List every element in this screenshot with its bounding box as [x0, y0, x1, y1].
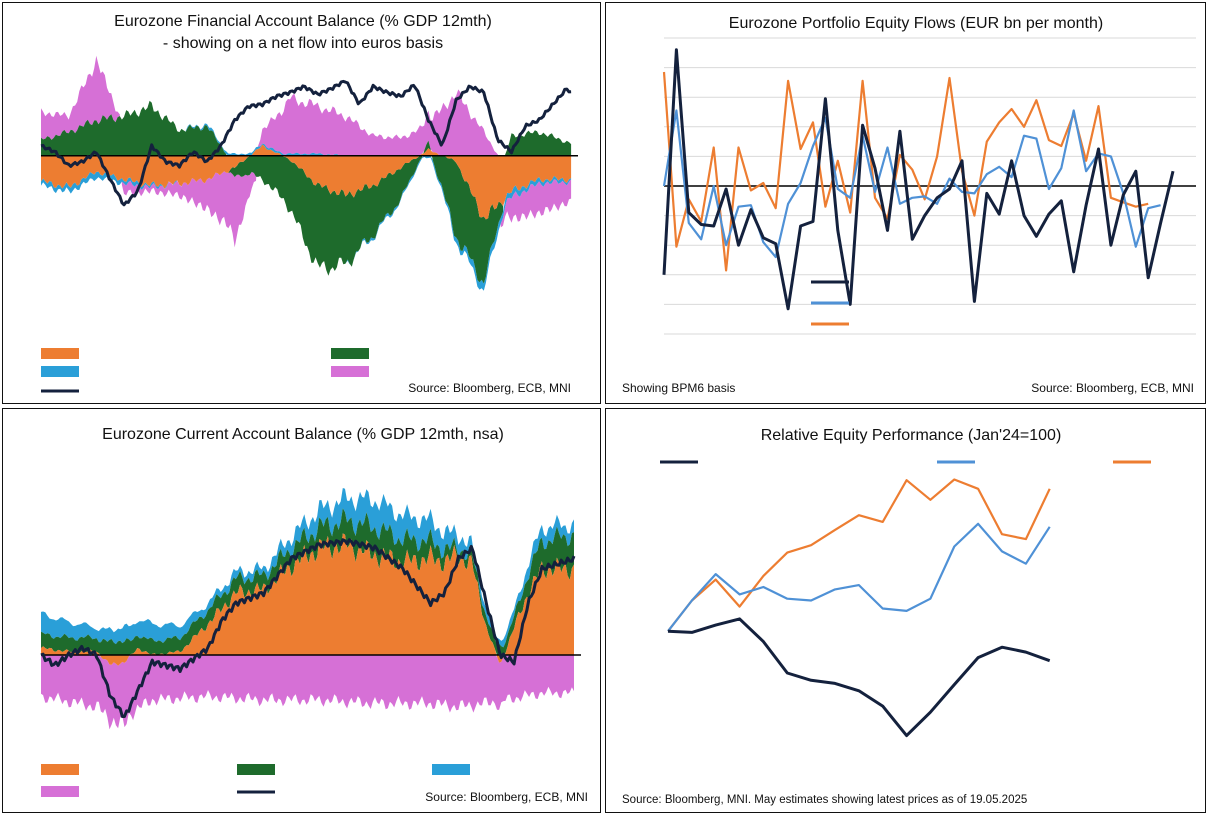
line-current-capital-accts-errors: [40, 79, 572, 207]
chart-source: Source: Bloomberg, ECB, MNI: [425, 790, 588, 804]
relative-equity-panel: Relative Equity Performance (Jan'24=100)…: [605, 408, 1206, 813]
line-euro-stoxx-50-relative-to-s-p-500: [667, 617, 1051, 738]
area-goods: [41, 533, 574, 666]
chart-title: Eurozone Portfolio Equity Flows (EUR bn …: [729, 15, 1103, 32]
chart-subtitle: - showing on a net flow into euros basis: [163, 35, 443, 52]
chart-source: Source: Bloomberg, MNI. May estimates sh…: [622, 794, 1027, 806]
chart-source: Source: Bloomberg, ECB, MNI: [408, 381, 571, 395]
financial-account-panel: Eurozone Financial Account Balance (% GD…: [2, 2, 601, 404]
chart-title: Relative Equity Performance (Jan'24=100): [761, 427, 1062, 444]
chart-title: Eurozone Financial Account Balance (% GD…: [114, 13, 492, 30]
area-other-invt: [41, 55, 572, 248]
equity-flows-panel: Eurozone Portfolio Equity Flows (EUR bn …: [605, 2, 1206, 404]
relative-equity-chart: Relative Equity Performance (Jan'24=100)…: [622, 427, 1151, 806]
area-services: [41, 508, 574, 655]
legend-swatch: [41, 786, 79, 797]
legend-swatch: [331, 366, 369, 377]
line-euro-stoxx-50: [667, 522, 1051, 632]
chart-title: Eurozone Current Account Balance (% GDP …: [102, 426, 504, 443]
area-portfolio-invt: [41, 100, 572, 284]
chart-note: Showing BPM6 basis: [622, 381, 735, 395]
legend-swatch: [432, 764, 470, 775]
legend-swatch: [41, 348, 79, 359]
financial-account-chart: Eurozone Financial Account Balance (% GD…: [40, 13, 578, 395]
area-secondary-inc-: [41, 655, 574, 730]
legend-swatch: [41, 366, 79, 377]
area-primary-income: [41, 488, 574, 648]
legend-swatch: [237, 764, 275, 775]
current-account-chart: Eurozone Current Account Balance (% GDP …: [40, 426, 588, 804]
equity-flows-chart: Eurozone Portfolio Equity Flows (EUR bn …: [622, 15, 1196, 395]
line-equity: [662, 48, 1175, 311]
chart-source: Source: Bloomberg, ECB, MNI: [1031, 381, 1194, 395]
line-net-acquisition-of-assets: [662, 109, 1161, 259]
current-account-panel: Eurozone Current Account Balance (% GDP …: [2, 408, 601, 813]
legend-swatch: [331, 348, 369, 359]
line-current-account: [40, 538, 576, 718]
line-s-p-500: [667, 478, 1051, 632]
line-net-incurrence-of-liabilities: [662, 71, 1149, 272]
legend-swatch: [41, 764, 79, 775]
